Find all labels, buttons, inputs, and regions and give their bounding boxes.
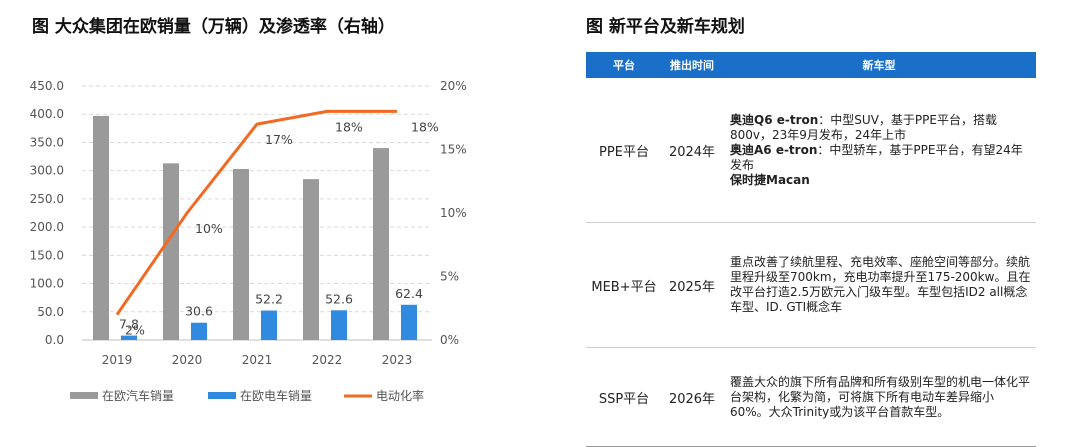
legend-swatch (70, 392, 98, 399)
bar (401, 304, 417, 340)
legend-label: 在欧汽车销量 (102, 388, 174, 403)
y-left-tick-label: 150.0 (30, 248, 64, 262)
y-left-tick-label: 350.0 (30, 135, 64, 149)
sales-chart: 0.0 50.0 100.0 150.0 200.0 250.0 300.0 350.0 400… (30, 79, 467, 403)
y-right-tick-label: 10% (440, 206, 467, 220)
models-cell: 覆盖大众的旗下所有品牌和所有级别车型的机电一体化平台架构，化繁为简，可将旗下所有… (722, 347, 1036, 447)
model-desc: 覆盖大众的旗下所有品牌和所有级别车型的机电一体化平台架构，化繁为简，可将旗下所有… (730, 374, 1031, 419)
platform-cell: SSP平台 (586, 347, 662, 447)
models-cell: 奥迪Q6 e-tron：中型SUV，基于PPE平台，搭载800v，23年9月发布… (722, 78, 1036, 223)
chart-title: 图 大众集团在欧销量（万辆）及渗透率（右轴） (32, 17, 395, 37)
model-desc: ：中型SUV，基于PPE平台，搭载800v，23年9月发布，24年上市 (730, 112, 997, 142)
table-row: MEB+平台 2025年 重点改善了续航里程、充电效率、座舱空间等部分。续航里程… (586, 222, 1036, 348)
models-cell: 重点改善了续航里程、充电效率、座舱空间等部分。续航里程升级至700km，充电功率… (722, 222, 1036, 348)
model-desc: 重点改善了续航里程、充电效率、座舱空间等部分。续航里程升级至700km，充电功率… (730, 255, 1031, 314)
legend-swatch (208, 392, 236, 399)
bar (303, 179, 319, 340)
platform-cell: MEB+平台 (586, 222, 662, 348)
x-tick-label: 2021 (242, 353, 273, 367)
line-data-label: 10% (195, 221, 223, 236)
line-data-label: 17% (265, 132, 293, 147)
bar (121, 335, 137, 340)
bar (191, 322, 207, 340)
model-name: 保时捷Macan (730, 172, 810, 187)
line-data-label: 18% (411, 119, 439, 134)
y-right-tick-label: 15% (440, 143, 467, 157)
y-left-tick-label: 250.0 (30, 192, 64, 206)
time-cell: 2024年 (668, 144, 716, 160)
y-left-tick-label: 450.0 (30, 79, 64, 93)
model-name: 奥迪A6 e-tron (730, 142, 818, 157)
bar-data-label: 62.4 (395, 286, 423, 301)
y-left-tick-label: 400.0 (30, 107, 64, 121)
line-data-label: 18% (335, 119, 363, 134)
x-tick-label: 2019 (102, 353, 133, 367)
bar-data-label: 7.8 (119, 317, 139, 332)
bar (163, 163, 179, 340)
y-left-tick-label: 0.0 (45, 333, 64, 347)
bar (233, 168, 249, 340)
bar-data-label: 52.6 (325, 291, 353, 306)
time-cell: 2026年 (662, 347, 722, 447)
y-left-tick-label: 50.0 (37, 305, 64, 319)
platform-cell: PPE平台 (599, 144, 649, 160)
bar (261, 310, 277, 340)
x-tick-label: 2022 (312, 353, 343, 367)
table-title: 图 新平台及新车规划 (586, 17, 745, 37)
bar (373, 148, 389, 340)
line-series (115, 109, 397, 316)
y-right-tick-label: 0% (440, 333, 459, 347)
table-row: PPE平台 2024年 奥迪Q6 e-tron：中型SUV，基于PPE平台，搭载… (586, 78, 1036, 223)
bar-data-label: 52.2 (255, 292, 283, 307)
platform-table: 平台 推出时间 新车型 PPE平台 2024年 奥迪Q6 e-tron：中型SU… (586, 52, 1036, 447)
legend-label: 在欧电车销量 (240, 388, 312, 403)
y-left-tick-label: 300.0 (30, 164, 64, 178)
y-left-tick-label: 200.0 (30, 220, 64, 234)
x-tick-label: 2020 (172, 353, 203, 367)
bar (331, 310, 347, 340)
model-name: 奥迪Q6 e-tron (730, 112, 819, 127)
time-cell: 2025年 (662, 222, 722, 348)
header-launch-time: 推出时间 (662, 52, 722, 78)
x-tick-label: 2023 (382, 353, 413, 367)
table-row: SSP平台 2026年 覆盖大众的旗下所有品牌和所有级别车型的机电一体化平台架构… (586, 347, 1036, 447)
legend-label: 电动化率 (376, 388, 424, 403)
bar (93, 115, 109, 340)
y-left-tick-label: 100.0 (30, 277, 64, 291)
header-new-models: 新车型 (722, 52, 1036, 78)
bar-data-label: 30.6 (185, 304, 213, 319)
y-right-tick-label: 5% (440, 270, 459, 284)
y-right-tick-label: 20% (440, 79, 467, 93)
line-data-label: 2% (125, 323, 145, 338)
model-desc: ：中型轿车，基于PPE平台，有望24年发布 (730, 142, 1023, 172)
header-platform: 平台 (586, 52, 662, 78)
